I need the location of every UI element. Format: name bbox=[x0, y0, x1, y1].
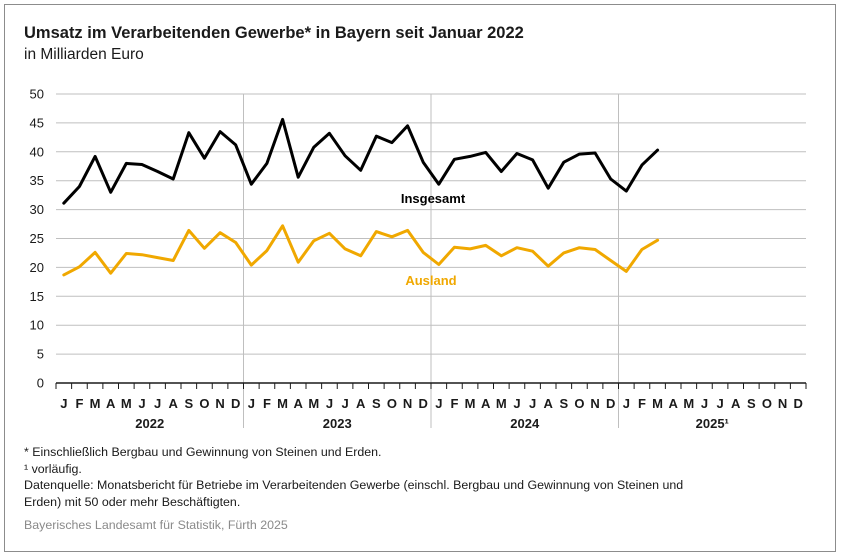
x-tick-label-month: J bbox=[435, 396, 442, 411]
y-tick-label: 40 bbox=[30, 144, 44, 159]
x-tick-label-month: A bbox=[668, 396, 678, 411]
x-tick-label-month: J bbox=[716, 396, 723, 411]
footnote-source-2: Erden) mit 50 oder mehr Beschäftigten. bbox=[24, 494, 241, 509]
x-tick-label-month: M bbox=[652, 396, 663, 411]
y-tick-label: 10 bbox=[30, 318, 44, 333]
x-tick-label-month: J bbox=[623, 396, 630, 411]
y-tick-label: 0 bbox=[37, 376, 44, 391]
x-tick-label-month: M bbox=[496, 396, 507, 411]
y-tick-label: 35 bbox=[30, 173, 44, 188]
x-tick-label-month: M bbox=[277, 396, 288, 411]
x-tick-label-month: N bbox=[778, 396, 787, 411]
grid bbox=[56, 93, 806, 428]
chart-title: Umsatz im Verarbeitenden Gewerbe* in Bay… bbox=[24, 24, 524, 42]
x-tick-label-month: J bbox=[513, 396, 520, 411]
y-tick-label: 5 bbox=[37, 347, 44, 362]
x-tick-label-month: A bbox=[106, 396, 116, 411]
x-tick-label-month: J bbox=[529, 396, 536, 411]
x-tick-label-month: D bbox=[793, 396, 802, 411]
x-tick-label-month: J bbox=[326, 396, 333, 411]
publisher: Bayerisches Landesamt für Statistik, Für… bbox=[24, 518, 288, 532]
y-tick-label: 45 bbox=[30, 115, 44, 130]
x-tick-label-month: A bbox=[293, 396, 303, 411]
x-tick-label-month: A bbox=[543, 396, 553, 411]
y-tick-label: 25 bbox=[30, 231, 44, 246]
x-tick-label-month: J bbox=[60, 396, 67, 411]
x-tick-label-month: M bbox=[121, 396, 132, 411]
x-tick-label-month: A bbox=[731, 396, 741, 411]
x-year-label: 2025¹ bbox=[696, 416, 729, 431]
y-axis: 0 5 10 15 20 25 30 35 40 45 50 bbox=[30, 87, 44, 391]
series-labels: Insgesamt Ausland bbox=[401, 191, 466, 288]
series-label-insgesamt: Insgesamt bbox=[401, 191, 466, 206]
x-tick-label-month: D bbox=[231, 396, 240, 411]
x-tick-label-month: O bbox=[387, 396, 397, 411]
x-tick-label-month: A bbox=[356, 396, 366, 411]
series-lines bbox=[62, 117, 660, 277]
y-tick-label: 30 bbox=[30, 202, 44, 217]
x-tick-label-month: J bbox=[154, 396, 161, 411]
x-tick-label-month: F bbox=[638, 396, 646, 411]
series-line-ausland bbox=[62, 224, 660, 277]
series-line-insgesamt bbox=[62, 117, 660, 205]
footnote-asterisk: * Einschließlich Bergbau und Gewinnung v… bbox=[24, 445, 382, 459]
footnotes: * Einschließlich Bergbau und Gewinnung v… bbox=[24, 444, 683, 510]
x-tick-label-month: F bbox=[75, 396, 83, 411]
x-tick-label-month: J bbox=[138, 396, 145, 411]
chart-subtitle: in Milliarden Euro bbox=[24, 46, 144, 63]
chart-frame bbox=[4, 4, 836, 552]
y-tick-label: 50 bbox=[30, 87, 44, 102]
x-tick-label-month: S bbox=[559, 396, 568, 411]
x-tick-label-month: F bbox=[450, 396, 458, 411]
x-tick-label-month: M bbox=[683, 396, 694, 411]
x-tick-label-month: O bbox=[762, 396, 772, 411]
footnote-source-1: Datenquelle: Monatsbericht für Betriebe … bbox=[24, 478, 684, 492]
x-tick-label-month: J bbox=[701, 396, 708, 411]
x-tick-label-month: J bbox=[341, 396, 348, 411]
x-tick-label-month: S bbox=[372, 396, 381, 411]
y-tick-label: 15 bbox=[30, 289, 44, 304]
series-label-ausland: Ausland bbox=[405, 273, 456, 288]
x-tick-label-month: S bbox=[747, 396, 756, 411]
x-year-label: 2022 bbox=[135, 416, 164, 431]
x-tick-label-month: D bbox=[606, 396, 615, 411]
x-tick-label-month: M bbox=[308, 396, 319, 411]
footnote-provisional: ¹ vorläufig. bbox=[24, 461, 82, 476]
x-tick-label-month: J bbox=[248, 396, 255, 411]
x-year-label: 2024 bbox=[510, 416, 540, 431]
x-tick-label-month: S bbox=[184, 396, 193, 411]
x-tick-label-month: N bbox=[215, 396, 224, 411]
x-tick-label-month: M bbox=[90, 396, 101, 411]
x-tick-label-month: O bbox=[199, 396, 209, 411]
x-tick-label-month: N bbox=[403, 396, 412, 411]
x-tick-label-month: F bbox=[263, 396, 271, 411]
x-tick-label-month: A bbox=[168, 396, 178, 411]
x-tick-label-month: M bbox=[465, 396, 476, 411]
x-tick-label-month: N bbox=[590, 396, 599, 411]
x-tick-label-month: O bbox=[574, 396, 584, 411]
x-tick-label-month: D bbox=[418, 396, 427, 411]
x-year-label: 2023 bbox=[323, 416, 352, 431]
x-tick-label-month: A bbox=[481, 396, 491, 411]
y-tick-label: 20 bbox=[30, 260, 44, 275]
